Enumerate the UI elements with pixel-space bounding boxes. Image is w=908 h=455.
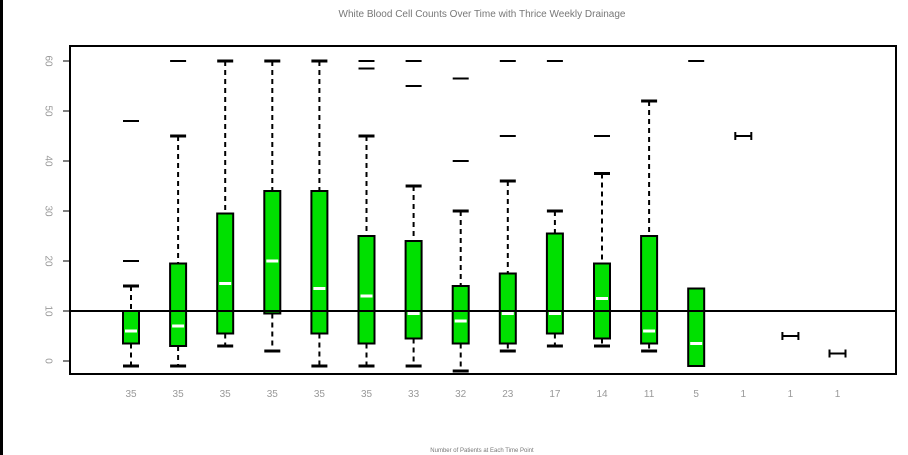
box-group [451,77,470,373]
x-tick-label: 35 [314,389,326,400]
box-group [169,60,188,368]
left-edge-bar [0,0,3,455]
x-tick-label: 5 [693,389,699,400]
box-group [216,59,235,348]
y-tick-label: 30 [42,205,53,217]
iqr-box [687,287,706,367]
y-tick-label: 20 [42,255,53,267]
iqr-box [263,190,282,315]
x-tick-label: 35 [220,389,232,400]
iqr-box [498,272,517,345]
iqr-box [451,285,470,345]
y-tick-label: 60 [42,55,53,67]
iqr-box [216,212,235,335]
iqr-box [357,235,376,345]
x-axis-labels: 35 35 35 35 35 35 33 32 23 17 14 11 5 1 1 1 [125,389,840,400]
box-group [687,60,706,367]
box-group [357,60,376,368]
x-tick-label: 32 [455,389,467,400]
box-group [640,99,659,353]
y-tick-label: 0 [42,358,53,364]
y-tick-label: 50 [42,105,53,117]
box-group [734,132,753,140]
x-tick-label: 14 [596,389,608,400]
x-tick-label: 11 [644,389,655,400]
y-tick-label: 40 [42,155,53,167]
x-tick-label: 35 [173,389,185,400]
box-group [593,135,611,348]
iqr-box [545,232,564,335]
y-axis: 0 10 20 30 40 50 60 [42,55,70,364]
x-tick-label: 35 [267,389,279,400]
x-axis-title: Number of Patients at Each Time Point [430,448,534,454]
chart-title: White Blood Cell Counts Over Time with T… [339,9,626,20]
box-group [781,332,800,340]
iqr-box [593,262,611,340]
x-tick-label: 1 [741,389,747,400]
box-group [545,60,564,348]
iqr-box [310,190,329,335]
boxes-layer [122,59,847,373]
iqr-box [169,262,188,347]
x-tick-label: 23 [502,389,514,400]
iqr-box [640,235,659,345]
iqr-box [122,310,140,345]
x-tick-label: 35 [361,389,373,400]
x-tick-label: 1 [788,389,794,400]
box-group [404,60,423,368]
box-group [310,59,329,368]
box-group [828,349,847,358]
x-tick-label: 33 [408,389,420,400]
box-group [263,59,282,353]
x-tick-label: 17 [549,389,561,400]
y-tick-label: 10 [42,305,53,317]
box-group [498,60,517,353]
x-tick-label: 1 [835,389,841,400]
plot-frame [69,45,897,375]
x-tick-label: 35 [125,389,137,400]
box-group [122,120,140,368]
iqr-box [404,240,423,340]
